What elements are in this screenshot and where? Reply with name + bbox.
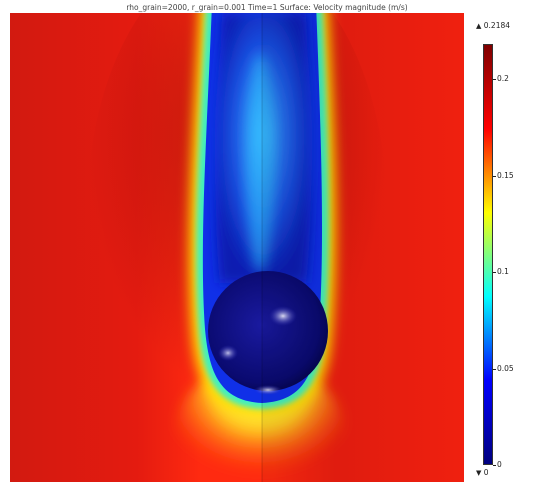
colorbar-tick-mark bbox=[493, 79, 496, 80]
colorbar-min-value: 0 bbox=[483, 468, 489, 477]
colorbar-tick-label: 0.05 bbox=[497, 364, 514, 373]
colorbar-min-label: ▼ 0 bbox=[476, 468, 489, 477]
min-triangle-icon: ▼ bbox=[476, 469, 482, 477]
colorbar bbox=[483, 44, 493, 465]
colorbar-tick-mark bbox=[493, 272, 496, 273]
colorbar-tick-label: 0 bbox=[497, 460, 502, 469]
colorbar-max-value: 0.2184 bbox=[483, 21, 511, 30]
colorbar-tick-label: 0.15 bbox=[497, 171, 514, 180]
colorbar-tick-mark bbox=[493, 369, 496, 370]
colorbar-max-label: ▲ 0.2184 bbox=[476, 21, 510, 30]
colorbar-tick-mark bbox=[493, 465, 496, 466]
colorbar-tick-label: 0.2 bbox=[497, 74, 509, 83]
plot-title: rho_grain=2000, r_grain=0.001 Time=1 Sur… bbox=[126, 3, 408, 12]
max-triangle-icon: ▲ bbox=[476, 22, 482, 30]
colorbar-tick-label: 0.1 bbox=[497, 267, 509, 276]
colorbar-tick-mark bbox=[493, 176, 496, 177]
velocity-surface-plot[interactable] bbox=[10, 13, 464, 482]
